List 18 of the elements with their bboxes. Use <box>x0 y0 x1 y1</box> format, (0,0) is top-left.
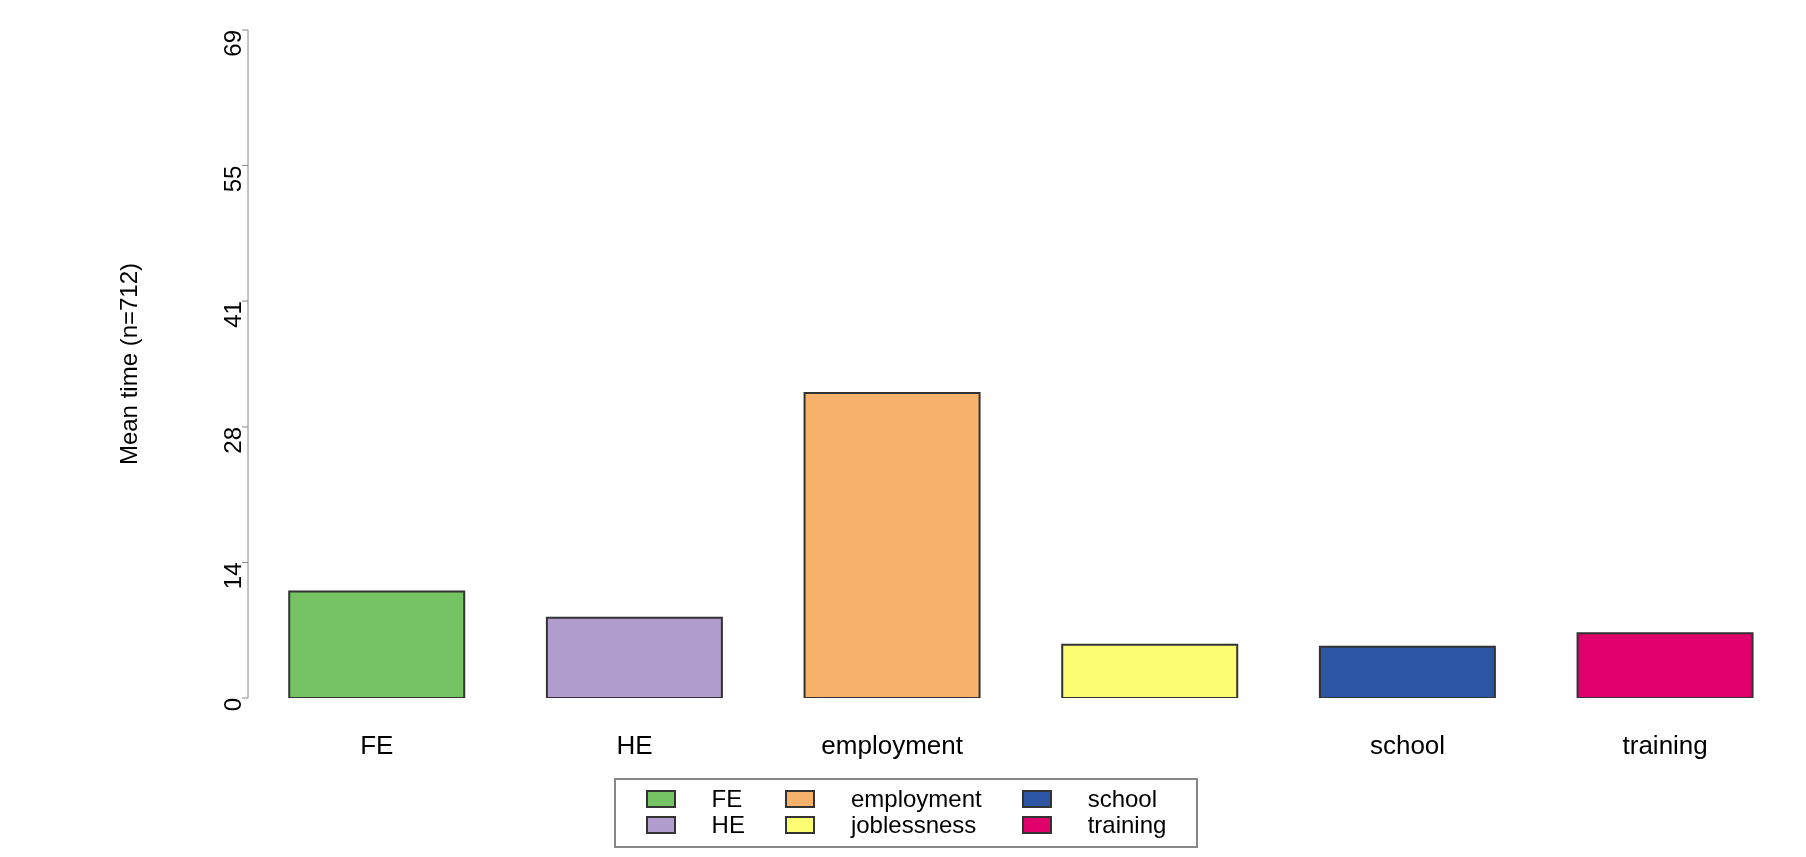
y-tick-label: 0 <box>218 698 246 712</box>
legend-label: training <box>1087 811 1167 839</box>
y-tick-label: 69 <box>218 30 246 57</box>
legend-label: joblessness <box>850 811 977 839</box>
x-tick-label: school <box>1369 730 1446 761</box>
y-tick-label: 41 <box>218 301 246 328</box>
x-tick-label: training <box>1622 730 1708 761</box>
legend-label: employment <box>850 785 982 813</box>
x-tick-label: employment <box>821 730 964 761</box>
legend-label: school <box>1087 785 1158 813</box>
y-tick-label: 28 <box>218 426 246 454</box>
legend-label: HE <box>711 811 745 839</box>
legend-label: FE <box>711 785 743 813</box>
x-tick-label: HE <box>616 730 653 761</box>
y-tick-label: 14 <box>218 562 246 590</box>
y-axis-title: Mean time (n=712) <box>114 262 142 466</box>
y-tick-label: 55 <box>218 165 246 193</box>
x-tick-label: FE <box>360 730 394 761</box>
